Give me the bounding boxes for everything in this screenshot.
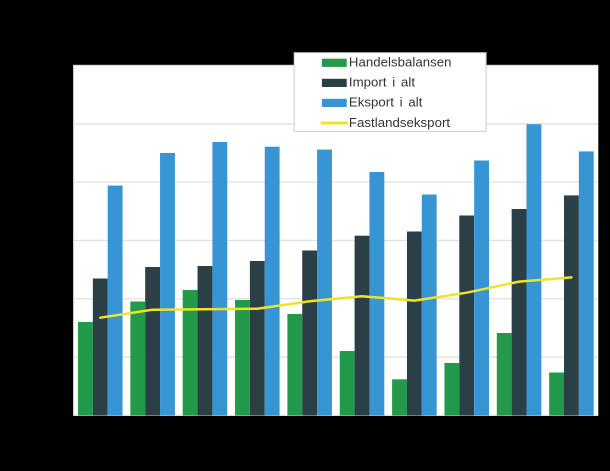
- svg-text:Import i alt: Import i alt: [349, 75, 415, 90]
- svg-text:Handelsbalansen: Handelsbalansen: [349, 55, 452, 70]
- svg-text:Eksport i alt: Eksport i alt: [349, 95, 423, 110]
- svg-text:Fastlandseksport: Fastlandseksport: [349, 115, 451, 130]
